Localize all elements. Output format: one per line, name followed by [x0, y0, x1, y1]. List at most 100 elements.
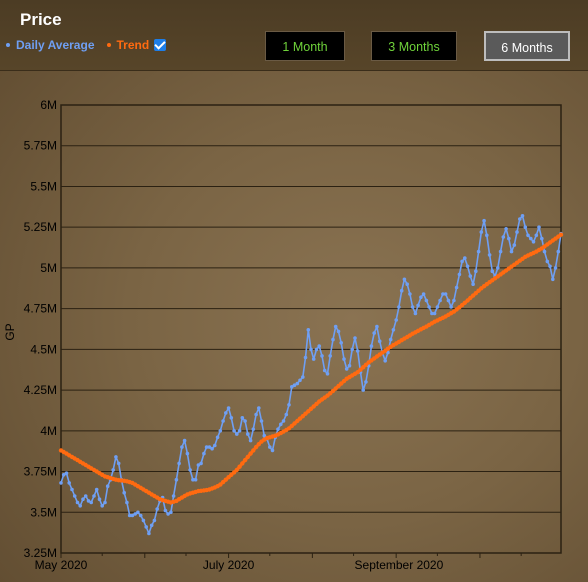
trend-line [60, 233, 562, 504]
daily-average-point [416, 303, 420, 308]
daily-average-point [504, 227, 508, 231]
range-button-6-months[interactable]: 6 Months [484, 31, 570, 61]
daily-average-point [237, 429, 242, 433]
daily-average-point [94, 487, 99, 492]
daily-average-point [125, 500, 129, 505]
x-tick-label: September 2020 [355, 558, 444, 572]
daily-average-point [210, 446, 214, 451]
trend-point [223, 477, 228, 482]
daily-average-point [391, 328, 396, 332]
daily-average-point [333, 324, 338, 329]
daily-average-point [545, 259, 550, 264]
daily-average-point [419, 295, 423, 299]
daily-average-point [336, 329, 341, 334]
daily-average-point [322, 368, 327, 373]
daily-average-point [248, 438, 253, 443]
daily-average-point [303, 355, 308, 360]
daily-average-point [463, 256, 467, 260]
daily-average-point [270, 448, 275, 453]
daily-average-point [512, 243, 517, 247]
range-button-1-month[interactable]: 1 Month [265, 31, 345, 61]
daily-average-point [427, 305, 431, 309]
daily-average-point [339, 341, 344, 345]
daily-average-point [218, 429, 223, 433]
daily-average-point [485, 233, 489, 238]
daily-average-point [342, 357, 346, 361]
daily-average-point [251, 427, 256, 432]
daily-average-point [397, 305, 401, 309]
daily-average-point [301, 375, 305, 379]
daily-average-point [399, 288, 404, 293]
y-tick-label: 3.25M [24, 546, 57, 560]
daily-average-point [138, 513, 143, 518]
trend-checkbox[interactable] [154, 39, 167, 51]
daily-average-point [229, 416, 234, 420]
daily-average-point [199, 461, 203, 466]
daily-average-point [347, 363, 352, 368]
daily-average-marker-icon [6, 43, 10, 47]
daily-average-point [388, 337, 393, 342]
daily-average-point [377, 339, 382, 344]
daily-average-point [405, 282, 410, 286]
daily-average-point [441, 292, 445, 296]
daily-average-point [515, 230, 519, 234]
daily-average-point [314, 347, 319, 352]
daily-average-point [155, 507, 159, 511]
daily-average-point [290, 385, 294, 389]
x-tick-label: May 2020 [35, 558, 88, 572]
daily-average-point [78, 504, 82, 508]
trend-point [245, 454, 250, 460]
daily-average-point [100, 504, 104, 508]
daily-average-point [454, 285, 459, 290]
legend-label-daily-average: Daily Average [16, 38, 95, 52]
daily-average-point [383, 359, 388, 363]
daily-average-point [177, 461, 181, 466]
daily-average-point [122, 490, 126, 495]
daily-average-point [204, 445, 209, 449]
daily-average-point [64, 471, 69, 476]
daily-average-point [479, 230, 484, 234]
legend-item-trend[interactable]: Trend [106, 38, 167, 52]
legend-item-daily-average[interactable]: Daily Average [6, 38, 95, 52]
daily-average-point [430, 311, 434, 316]
daily-average-point [114, 455, 118, 459]
daily-average-point [75, 500, 80, 505]
price-line-chart: 6M 5.75M 5.5M 5.25M 5M 4.75M 4.5M 4.25M 4M 3.75M 3… [3, 98, 564, 572]
y-tick-label: 3.75M [24, 465, 57, 479]
daily-average-point [449, 305, 453, 309]
daily-average-point [424, 298, 429, 303]
plot-area [58, 214, 564, 536]
daily-average-point [149, 523, 154, 528]
daily-average-point [421, 292, 426, 296]
x-tick-label: July 2020 [203, 558, 255, 572]
daily-average-point [276, 427, 280, 432]
daily-average-point [279, 422, 283, 427]
trend-point [242, 457, 248, 463]
range-button-3-months[interactable]: 3 Months [371, 31, 457, 61]
daily-average-point [281, 419, 286, 423]
daily-average-point [553, 266, 558, 270]
daily-average-point [171, 494, 176, 498]
daily-average-point [509, 249, 514, 254]
daily-average-point [213, 443, 217, 448]
daily-average-point [141, 518, 146, 523]
daily-average-point [235, 432, 239, 436]
daily-average-point [97, 497, 102, 502]
daily-average-point [67, 481, 71, 485]
daily-average-point [81, 497, 85, 502]
daily-average-point [452, 298, 456, 303]
chart-legend: Daily Average Trend [6, 38, 178, 52]
daily-average-point [523, 225, 528, 229]
y-tick-label: 4.5M [30, 342, 57, 356]
daily-average-point [111, 468, 115, 472]
daily-average-point [188, 468, 192, 472]
daily-average-point [457, 272, 462, 277]
daily-average-point [144, 525, 148, 529]
daily-average-point [361, 388, 366, 392]
daily-average-point [353, 336, 357, 340]
daily-average-point [402, 277, 407, 282]
daily-average-point [542, 249, 547, 254]
daily-average-point [331, 337, 335, 342]
trend-point [473, 291, 478, 296]
y-tick-label: 5M [40, 261, 57, 275]
